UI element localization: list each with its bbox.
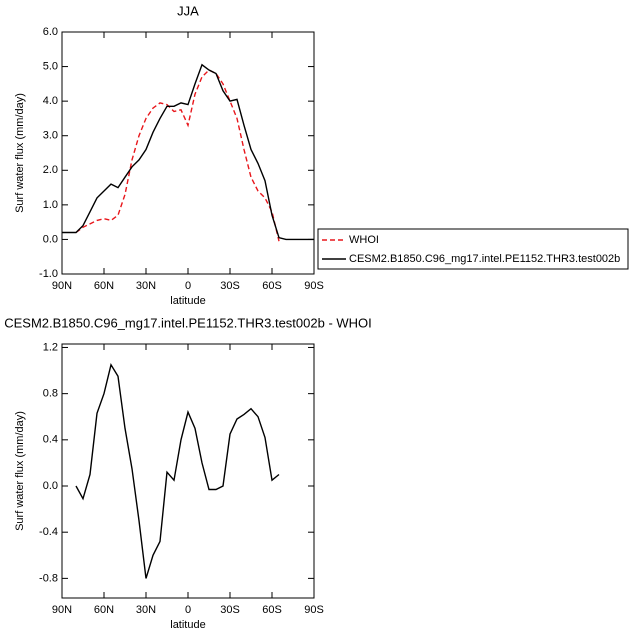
x-axis-label: latitude: [170, 619, 205, 631]
x-tick-label: 60S: [262, 604, 282, 616]
plot-frame: [61, 343, 315, 599]
y-tick-label: 0.0: [43, 233, 58, 245]
x-tick-label: 30N: [136, 280, 156, 292]
y-tick-label: 0.4: [43, 434, 58, 446]
legend-label: CESM2.B1850.C96_mg17.intel.PE1152.THR3.t…: [349, 253, 620, 265]
x-axis-label: latitude: [170, 295, 205, 307]
y-tick-label: 6.0: [43, 26, 58, 38]
x-tick-label: 60N: [94, 280, 114, 292]
x-tick-label: 90S: [304, 280, 324, 292]
y-tick-label: -0.4: [39, 526, 58, 538]
x-tick-label: 90S: [304, 604, 324, 616]
data-line: [75, 69, 280, 242]
y-tick-label: -0.8: [39, 572, 58, 584]
x-tick-label: 60N: [94, 604, 114, 616]
y-axis-label: Surf water flux (mm/day): [14, 411, 26, 531]
x-tick-label: 30N: [136, 604, 156, 616]
y-tick-label: -1.0: [39, 268, 58, 280]
plot-frame: [61, 31, 315, 275]
y-tick-label: 5.0: [43, 60, 58, 72]
y-tick-label: 1.0: [43, 199, 58, 211]
x-tick-label: 30S: [220, 604, 240, 616]
x-tick-label: 90N: [52, 280, 72, 292]
x-tick-label: 90N: [52, 604, 72, 616]
legend-label: WHOI: [349, 234, 379, 246]
data-line: [75, 362, 280, 579]
chart-title: JJA: [177, 3, 199, 18]
y-tick-label: 2.0: [43, 164, 58, 176]
x-tick-label: 30S: [220, 280, 240, 292]
y-tick-label: 0.0: [43, 480, 58, 492]
x-tick-label: 0: [185, 280, 191, 292]
data-line: [62, 63, 314, 241]
legend-box: [317, 228, 629, 270]
y-tick-label: 0.8: [43, 388, 58, 400]
y-tick-label: 3.0: [43, 130, 58, 142]
x-tick-label: 0: [185, 604, 191, 616]
y-axis-label: Surf water flux (mm/day): [14, 93, 26, 213]
x-tick-label: 60S: [262, 280, 282, 292]
y-tick-label: 4.0: [43, 95, 58, 107]
y-tick-label: 1.2: [43, 341, 58, 353]
chart-title: CESM2.B1850.C96_mg17.intel.PE1152.THR3.t…: [4, 315, 372, 330]
